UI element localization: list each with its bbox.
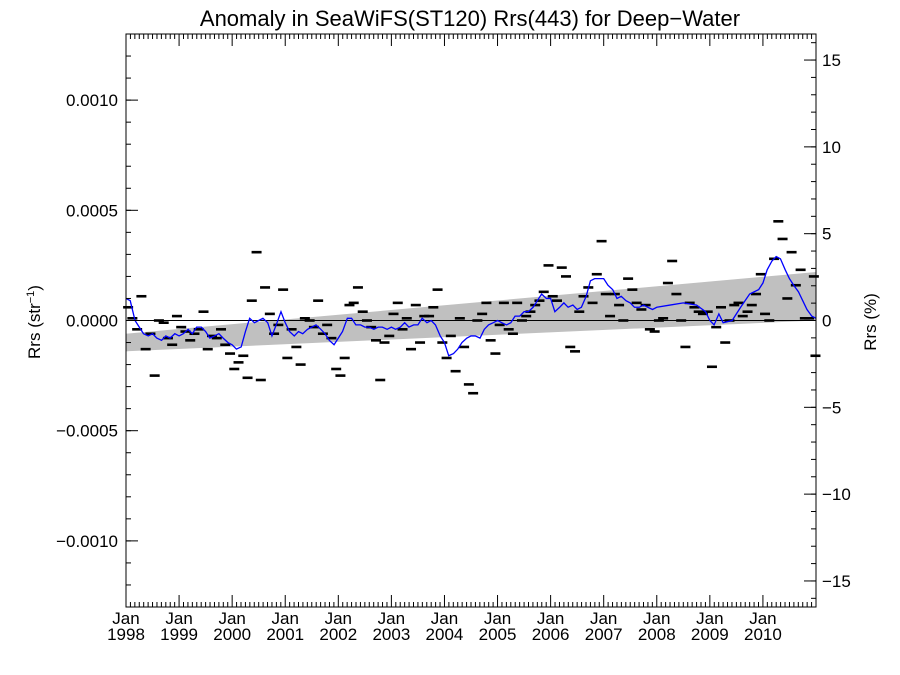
x-tick-label-year: 2007 (585, 625, 623, 644)
y-left-tick-label: 0.0000 (66, 312, 118, 331)
y-right-tick-label: 0 (822, 312, 831, 331)
running-mean-line-layer (125, 255, 817, 357)
x-tick-label-month: Jan (112, 609, 139, 628)
y-right-tick-label: 15 (822, 51, 841, 70)
x-tick-label-month: Jan (484, 609, 511, 628)
y-axis-label-close: ) (25, 285, 44, 291)
y-axis-label-left: Rrs (str−1) (25, 285, 44, 359)
x-tick-label-month: Jan (643, 609, 670, 628)
x-tick-label-year: 2001 (266, 625, 304, 644)
x-tick-label-year: 2004 (426, 625, 464, 644)
y-right-tick-label: 5 (822, 225, 831, 244)
x-tick-label-month: Jan (431, 609, 458, 628)
series-line (125, 255, 817, 357)
axes-layer: Jan1998Jan1999Jan2000Jan2001Jan2002Jan20… (56, 33, 851, 644)
x-tick-label-year: 2000 (213, 625, 251, 644)
x-tick-label-year: 1999 (160, 625, 198, 644)
y-right-tick-label: −5 (822, 398, 841, 417)
y-left-tick-label: 0.0005 (66, 201, 118, 220)
x-tick-label-month: Jan (218, 609, 245, 628)
y-right-tick-label: −15 (822, 572, 851, 591)
x-tick-label-month: Jan (272, 609, 299, 628)
x-tick-label-month: Jan (537, 609, 564, 628)
y-left-tick-label: −0.0010 (56, 532, 118, 551)
y-left-tick-label: −0.0005 (56, 422, 118, 441)
x-tick-label-year: 2005 (479, 625, 517, 644)
y-right-tick-label: 10 (822, 138, 841, 157)
y-axis-label-superscript: −1 (25, 291, 37, 304)
y-axis-label-text: Rrs (str (25, 303, 44, 359)
x-tick-label-year: 2003 (372, 625, 410, 644)
x-tick-label-year: 1998 (107, 625, 145, 644)
x-tick-label-month: Jan (325, 609, 352, 628)
chart-title: Anomaly in SeaWiFS(ST120) Rrs(443) for D… (200, 6, 740, 31)
y-axis-label-right: Rrs (%) (861, 293, 880, 351)
x-tick-label-month: Jan (696, 609, 723, 628)
x-tick-label-year: 2008 (638, 625, 676, 644)
x-tick-label-month: Jan (749, 609, 776, 628)
y-left-tick-label: 0.0010 (66, 91, 118, 110)
x-tick-label-year: 2010 (744, 625, 782, 644)
y-right-tick-label: −10 (822, 485, 851, 504)
x-tick-label-month: Jan (590, 609, 617, 628)
x-tick-label-month: Jan (378, 609, 405, 628)
x-tick-label-month: Jan (165, 609, 192, 628)
x-tick-label-year: 2002 (319, 625, 357, 644)
x-tick-label-year: 2009 (691, 625, 729, 644)
x-tick-label-year: 2006 (532, 625, 570, 644)
